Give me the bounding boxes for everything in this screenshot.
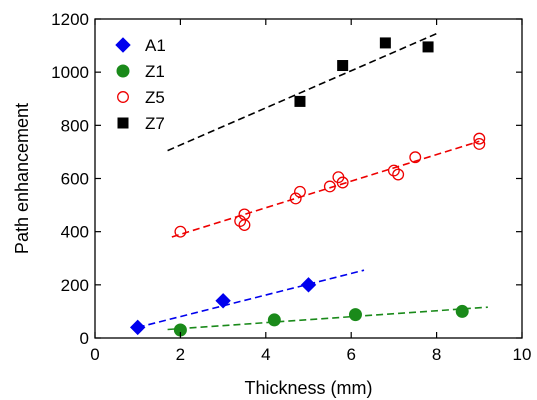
legend: A1 Z1 Z5 Z7 bbox=[115, 36, 166, 133]
plot-area bbox=[94, 18, 523, 339]
data-point-a1 bbox=[300, 277, 317, 293]
y-axis-ticks: 0 200 400 600 800 1000 1200 bbox=[51, 10, 522, 348]
legend-marker-z7 bbox=[117, 117, 129, 129]
data-point-z5 bbox=[392, 168, 405, 181]
legend-label-z1: Z1 bbox=[145, 62, 165, 81]
data-point-z1 bbox=[455, 304, 469, 318]
data-point-z1 bbox=[348, 308, 362, 322]
data-point-z5 bbox=[473, 137, 486, 150]
y-tick-label: 600 bbox=[61, 170, 89, 189]
y-tick-label: 1000 bbox=[51, 63, 89, 82]
data-point-z7 bbox=[379, 37, 391, 49]
x-axis-title: Thickness (mm) bbox=[244, 378, 372, 398]
data-point-z5 bbox=[323, 180, 336, 193]
y-tick-label: 400 bbox=[61, 223, 89, 242]
data-point-a1 bbox=[215, 293, 231, 309]
markers bbox=[129, 37, 486, 337]
y-tick-label: 200 bbox=[61, 276, 89, 295]
legend-label-z7: Z7 bbox=[145, 114, 165, 133]
data-point-z5 bbox=[174, 225, 187, 238]
x-tick-label: 2 bbox=[176, 345, 185, 364]
data-point-z7 bbox=[337, 60, 349, 72]
data-point-z5 bbox=[387, 164, 400, 177]
x-tick-label: 10 bbox=[513, 345, 532, 364]
y-tick-label: 0 bbox=[80, 329, 89, 348]
trendline-z7 bbox=[167, 32, 437, 152]
legend-label-z5: Z5 bbox=[145, 88, 165, 107]
data-point-z5 bbox=[238, 208, 251, 221]
trendline-a1 bbox=[137, 269, 365, 329]
x-tick-label: 0 bbox=[90, 345, 99, 364]
legend-marker-a1 bbox=[115, 37, 131, 53]
data-point-z5 bbox=[336, 176, 349, 189]
data-point-z5 bbox=[289, 192, 302, 205]
data-point-z7 bbox=[422, 41, 434, 53]
data-point-z5 bbox=[409, 151, 422, 164]
legend-marker-z5 bbox=[117, 91, 129, 103]
trendline-z1 bbox=[167, 306, 488, 331]
x-tick-label: 4 bbox=[261, 345, 270, 364]
data-point-z5 bbox=[473, 132, 486, 145]
legend-marker-z1 bbox=[116, 64, 130, 78]
data-point-z7 bbox=[294, 95, 306, 107]
legend-label-a1: A1 bbox=[145, 36, 166, 55]
data-point-z1 bbox=[267, 313, 281, 327]
y-axis-title: Path enhancement bbox=[12, 103, 32, 254]
y-tick-label: 1200 bbox=[51, 10, 89, 29]
data-point-z5 bbox=[294, 185, 306, 198]
y-tick-label: 800 bbox=[61, 116, 89, 135]
x-tick-label: 8 bbox=[432, 345, 441, 364]
x-tick-label: 6 bbox=[346, 345, 355, 364]
data-point-a1 bbox=[129, 319, 146, 336]
axes: 0 2 4 6 8 10 0 200 400 600 800 1000 1200 Thickness … bbox=[12, 10, 531, 398]
data-point-z5 bbox=[234, 215, 247, 227]
x-axis-ticks: 0 2 4 6 8 10 bbox=[90, 19, 531, 364]
